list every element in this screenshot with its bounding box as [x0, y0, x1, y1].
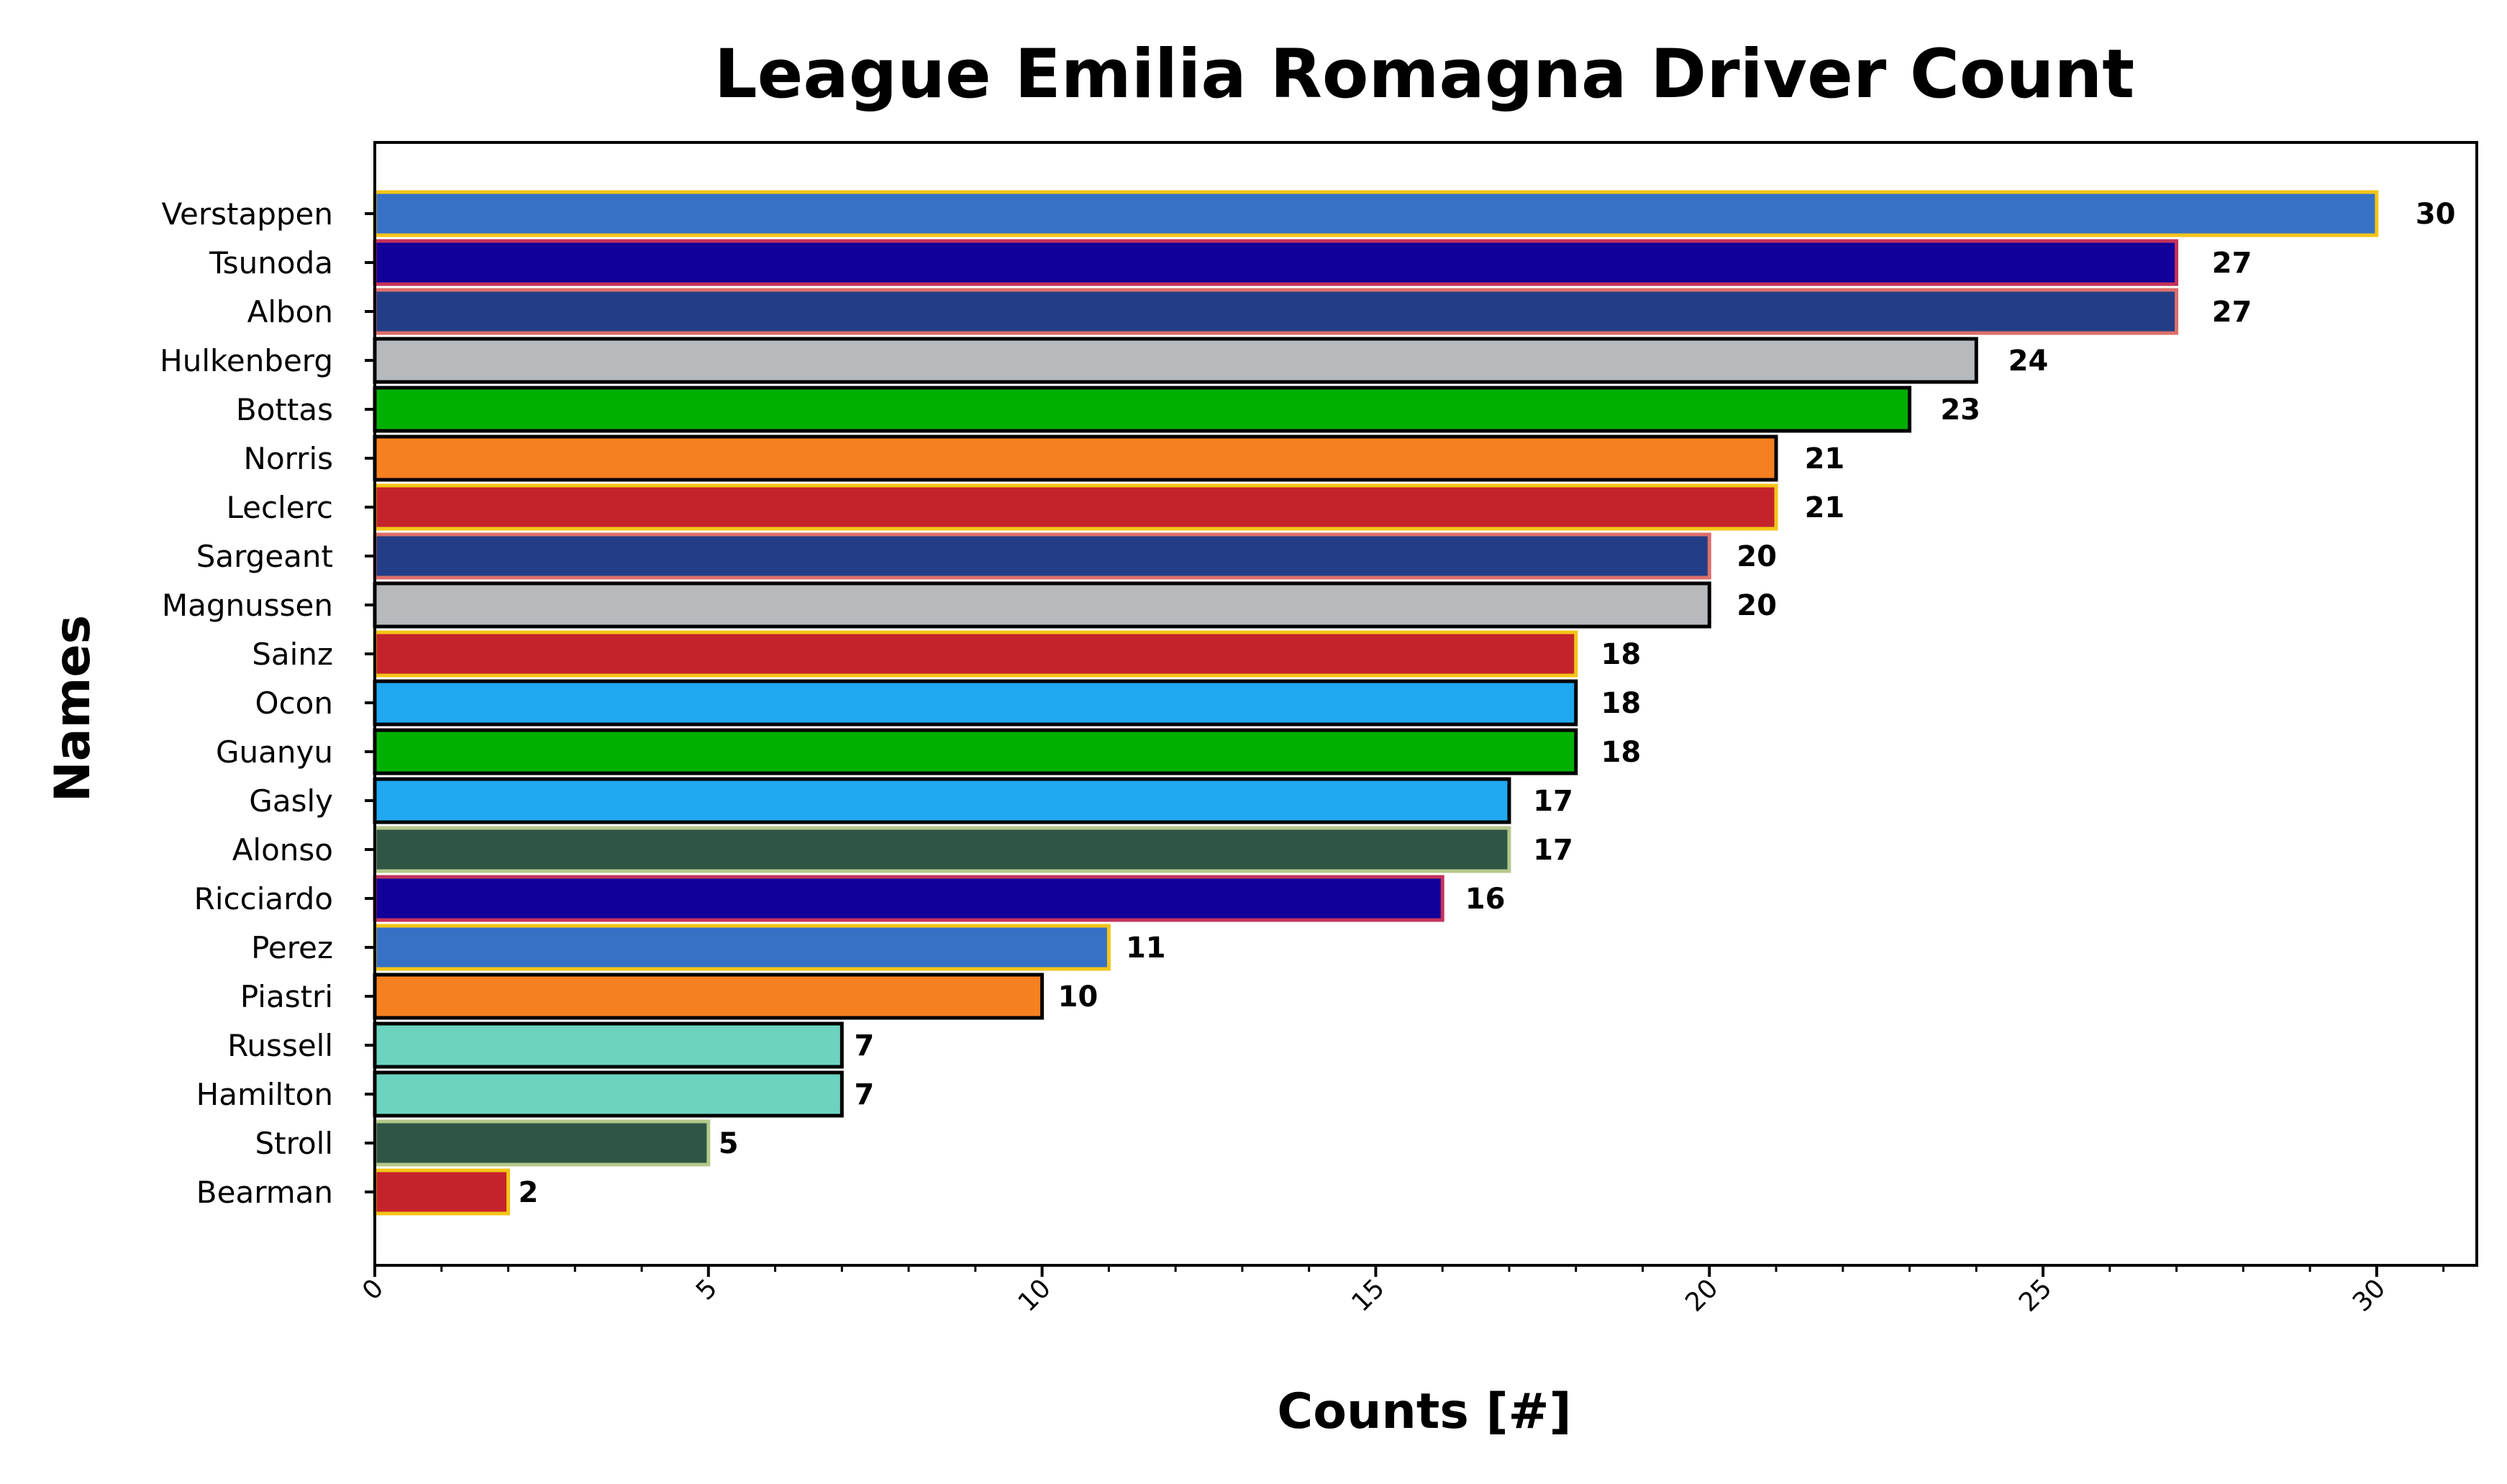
- bar-hulkenberg: [373, 337, 1978, 384]
- bar-verstappen: [373, 190, 2379, 237]
- bar-leclerc: [373, 483, 1778, 531]
- bar-value-label: 24: [2008, 345, 2049, 378]
- bar-piastri: [373, 973, 1045, 1020]
- xtick-label: 10: [1013, 1273, 1057, 1317]
- bar-russell: [373, 1021, 844, 1069]
- bar-value-label: 16: [1465, 883, 1506, 916]
- bar-value-label: 7: [855, 1078, 875, 1111]
- ytick-label: Bottas: [236, 392, 333, 427]
- bar-ricciardo: [373, 875, 1444, 922]
- bar-value-label: 7: [855, 1029, 875, 1062]
- bar-value-label: 21: [1805, 491, 1845, 524]
- bar-value-label: 10: [1058, 980, 1098, 1014]
- xtick-label: 20: [1680, 1273, 1724, 1317]
- ytick-label: Sargeant: [196, 539, 333, 574]
- chart-title: League Emilia Romagna Driver Count: [714, 35, 2135, 114]
- bar-sargeant: [373, 532, 1711, 580]
- bar-value-label: 27: [2212, 247, 2252, 280]
- bar-bottas: [373, 386, 1912, 433]
- bar-bearman: [373, 1168, 511, 1216]
- ytick-label: Albon: [247, 294, 333, 329]
- xtick-label: 25: [2014, 1273, 2057, 1317]
- bar-value-label: 2: [519, 1176, 539, 1209]
- bar-value-label: 5: [719, 1127, 739, 1160]
- xtick-label: 0: [357, 1273, 389, 1306]
- ytick-label: Norris: [244, 441, 333, 476]
- xtick-label: 15: [1346, 1273, 1390, 1317]
- bar-value-label: 30: [2416, 198, 2456, 231]
- bar-gasly: [373, 777, 1511, 824]
- ytick-label: Perez: [251, 930, 333, 965]
- ytick-label: Guanyu: [216, 734, 333, 770]
- ytick-label: Russell: [227, 1028, 333, 1063]
- ytick-label: Leclerc: [226, 490, 333, 525]
- bar-value-label: 18: [1601, 638, 1642, 671]
- ytick-label: Hamilton: [196, 1077, 333, 1112]
- bar-value-label: 17: [1533, 834, 1573, 867]
- bar-alonso: [373, 826, 1511, 873]
- bar-value-label: 21: [1805, 442, 1845, 475]
- bar-guanyu: [373, 728, 1578, 775]
- axes: Verstappen Tsunoda Albon Hulkenberg Bottas No…: [160, 196, 2445, 1318]
- bar-norris: [373, 434, 1778, 482]
- bar-value-label: 20: [1737, 540, 1777, 573]
- bar-hamilton: [373, 1070, 844, 1118]
- ytick-label: Magnussen: [162, 588, 333, 623]
- bar-sainz: [373, 630, 1578, 678]
- plot-area: 30 27 27 24 23 21 21 20 20 18 18 18 17 17 16 11 10 7 7 5 2: [373, 190, 2456, 1216]
- x-axis-label: Counts [#]: [1277, 1383, 1571, 1440]
- y-axis-label: Names: [45, 615, 101, 802]
- bar-stroll: [373, 1119, 711, 1167]
- ytick-label: Hulkenberg: [160, 343, 333, 378]
- ytick-label: Tsunoda: [209, 245, 333, 281]
- ytick-label: Alonso: [232, 832, 333, 868]
- ytick-label: Ocon: [255, 686, 333, 721]
- ytick-label: Piastri: [240, 979, 333, 1014]
- bar-value-label: 18: [1601, 687, 1642, 720]
- bar-value-label: 18: [1601, 736, 1642, 769]
- ytick-label: Sainz: [252, 637, 333, 672]
- xtick-label: 30: [2347, 1273, 2391, 1317]
- bar-value-label: 20: [1737, 589, 1777, 622]
- ytick-label: Stroll: [255, 1126, 333, 1161]
- ytick-label: Bearman: [196, 1175, 333, 1210]
- bar-albon: [373, 288, 2179, 335]
- bar-value-label: 23: [1940, 393, 1980, 427]
- ytick-label: Verstappen: [162, 196, 333, 232]
- ytick-label: Ricciardo: [194, 881, 333, 916]
- bar-ocon: [373, 679, 1578, 727]
- bar-value-label: 11: [1126, 932, 1166, 965]
- bar-perez: [373, 924, 1111, 971]
- ytick-label: Gasly: [249, 783, 333, 819]
- bar-value-label: 27: [2212, 296, 2252, 329]
- xtick-label: 5: [691, 1273, 723, 1306]
- bar-magnussen: [373, 581, 1711, 629]
- bar-value-label: 17: [1533, 785, 1573, 818]
- bar-tsunoda: [373, 239, 2179, 286]
